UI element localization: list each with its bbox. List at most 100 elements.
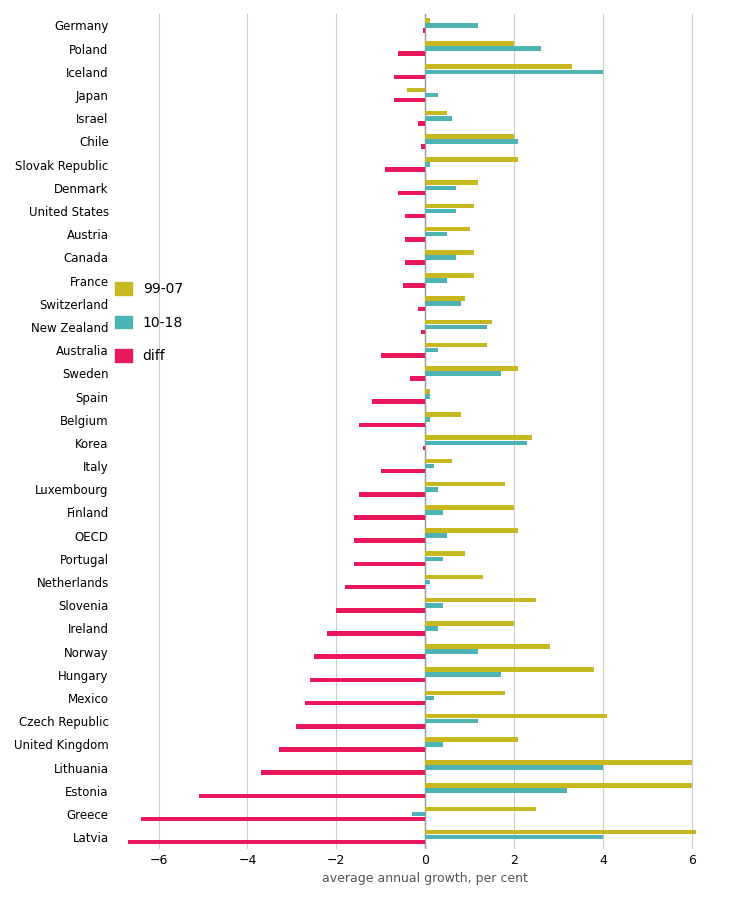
Bar [372, 399, 425, 404]
Bar [425, 441, 527, 445]
Bar [425, 41, 514, 46]
Bar [381, 469, 425, 474]
Bar [425, 134, 514, 138]
Bar [423, 446, 425, 450]
Bar [405, 214, 425, 218]
Bar [425, 181, 478, 185]
Bar [398, 191, 425, 195]
Bar [425, 487, 439, 492]
Bar [425, 157, 518, 162]
Bar [425, 761, 692, 765]
Bar [425, 574, 483, 579]
Bar [394, 75, 425, 79]
Bar [425, 232, 447, 236]
Bar [425, 551, 465, 556]
Bar [425, 413, 460, 417]
Bar [328, 631, 425, 636]
Bar [425, 250, 474, 254]
X-axis label: average annual growth, per cent: average annual growth, per cent [322, 872, 528, 886]
Bar [381, 353, 425, 358]
Bar [425, 47, 541, 51]
Bar [425, 65, 572, 69]
Bar [425, 719, 478, 724]
Bar [425, 325, 488, 329]
Bar [386, 167, 425, 172]
Bar [354, 515, 425, 520]
Bar [425, 645, 550, 649]
Bar [425, 139, 518, 144]
Bar [425, 185, 456, 190]
Bar [425, 510, 443, 515]
Bar [425, 343, 488, 347]
Bar [425, 580, 430, 584]
Bar [425, 209, 456, 213]
Bar [425, 395, 430, 399]
Bar [425, 556, 443, 561]
Bar [425, 667, 594, 672]
Bar [358, 492, 425, 496]
Bar [425, 742, 443, 747]
Bar [354, 562, 425, 566]
Bar [425, 203, 474, 209]
Bar [419, 307, 425, 311]
Bar [261, 770, 425, 775]
Bar [336, 608, 425, 612]
Bar [425, 830, 696, 834]
Bar [425, 788, 567, 793]
Bar [345, 585, 425, 590]
Bar [425, 598, 536, 602]
Bar [405, 237, 425, 242]
Bar [425, 366, 518, 370]
Bar [425, 458, 451, 463]
Bar [278, 747, 425, 752]
Bar [421, 144, 425, 149]
Bar [425, 371, 501, 376]
Bar [425, 482, 505, 486]
Bar [425, 714, 608, 718]
Bar [425, 696, 434, 700]
Bar [354, 539, 425, 543]
Bar [314, 654, 425, 659]
Bar [425, 533, 447, 538]
Bar [405, 260, 425, 265]
Bar [425, 603, 443, 608]
Bar [425, 23, 478, 28]
Bar [425, 464, 434, 468]
Bar [425, 737, 518, 742]
Bar [425, 273, 474, 278]
Bar [425, 435, 532, 441]
Bar [425, 301, 460, 306]
Bar [425, 672, 501, 677]
Bar [412, 812, 425, 816]
Bar [425, 783, 692, 788]
Bar [425, 806, 536, 811]
Bar [410, 376, 425, 380]
Bar [425, 279, 447, 283]
Bar [425, 69, 603, 74]
Bar [425, 18, 430, 22]
Bar [425, 319, 492, 325]
Bar [425, 297, 465, 301]
Bar [407, 88, 425, 93]
Bar [398, 51, 425, 56]
Bar [310, 678, 425, 682]
Legend: 99-07, 10-18, diff: 99-07, 10-18, diff [115, 282, 183, 363]
Bar [425, 227, 470, 231]
Bar [425, 835, 603, 840]
Bar [403, 283, 425, 288]
Bar [425, 116, 451, 120]
Bar [419, 121, 425, 126]
Bar [425, 649, 478, 654]
Bar [425, 765, 603, 770]
Bar [425, 626, 439, 631]
Bar [421, 330, 425, 334]
Bar [425, 163, 430, 167]
Bar [425, 621, 514, 626]
Bar [358, 423, 425, 427]
Bar [141, 816, 425, 822]
Bar [423, 28, 425, 33]
Bar [425, 417, 430, 422]
Bar [425, 93, 439, 97]
Bar [128, 840, 425, 844]
Bar [425, 690, 505, 695]
